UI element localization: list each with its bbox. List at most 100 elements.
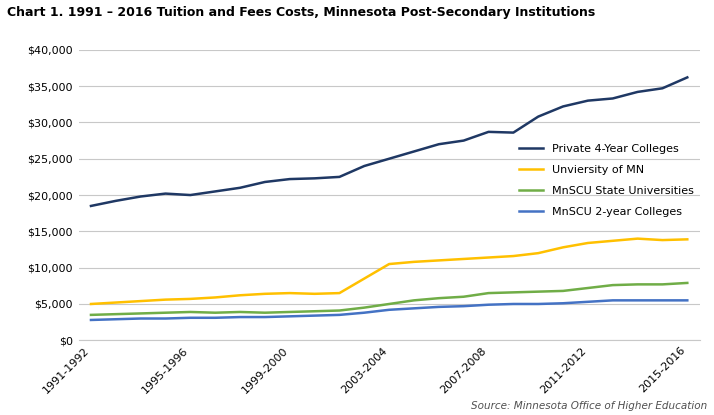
MnSCU State Universities [484, 290, 493, 295]
MnSCU 2-year Colleges [633, 298, 642, 303]
MnSCU 2-year Colleges [136, 316, 145, 321]
MnSCU State Universities [534, 289, 543, 294]
Private 4-Year Colleges [211, 189, 219, 194]
Private 4-Year Colleges [509, 130, 518, 135]
Private 4-Year Colleges [136, 194, 145, 199]
Private 4-Year Colleges [608, 96, 617, 101]
Unviersity of MN [211, 295, 219, 300]
MnSCU 2-year Colleges [385, 307, 393, 312]
Legend: Private 4-Year Colleges, Unviersity of MN, MnSCU State Universities, MnSCU 2-yea: Private 4-Year Colleges, Unviersity of M… [519, 144, 694, 217]
MnSCU State Universities [385, 301, 393, 306]
Unviersity of MN [360, 276, 368, 281]
Private 4-Year Colleges [311, 176, 319, 181]
MnSCU 2-year Colleges [608, 298, 617, 303]
Unviersity of MN [658, 237, 667, 242]
Private 4-Year Colleges [459, 138, 468, 143]
Private 4-Year Colleges [360, 164, 368, 168]
MnSCU State Universities [608, 283, 617, 288]
Text: Source: Minnesota Office of Higher Education: Source: Minnesota Office of Higher Educa… [471, 401, 707, 411]
Unviersity of MN [534, 251, 543, 256]
MnSCU 2-year Colleges [559, 301, 568, 306]
Unviersity of MN [435, 258, 443, 263]
Unviersity of MN [484, 255, 493, 260]
Private 4-Year Colleges [111, 198, 120, 203]
Unviersity of MN [186, 296, 195, 301]
MnSCU State Universities [459, 294, 468, 299]
Private 4-Year Colleges [633, 89, 642, 94]
Private 4-Year Colleges [484, 129, 493, 134]
Unviersity of MN [286, 290, 294, 295]
MnSCU 2-year Colleges [261, 315, 269, 320]
MnSCU State Universities [410, 298, 418, 303]
MnSCU 2-year Colleges [211, 315, 219, 320]
MnSCU State Universities [111, 312, 120, 317]
MnSCU 2-year Colleges [335, 312, 343, 317]
MnSCU 2-year Colleges [435, 304, 443, 309]
Private 4-Year Colleges [410, 149, 418, 154]
MnSCU State Universities [236, 310, 244, 315]
MnSCU State Universities [286, 310, 294, 315]
MnSCU State Universities [509, 290, 518, 295]
MnSCU 2-year Colleges [410, 306, 418, 311]
Unviersity of MN [86, 301, 95, 306]
Private 4-Year Colleges [161, 191, 170, 196]
MnSCU State Universities [583, 286, 592, 290]
Private 4-Year Colleges [385, 156, 393, 161]
Private 4-Year Colleges [559, 104, 568, 109]
MnSCU 2-year Colleges [360, 310, 368, 315]
MnSCU 2-year Colleges [161, 316, 170, 321]
MnSCU 2-year Colleges [459, 304, 468, 309]
Unviersity of MN [459, 256, 468, 261]
Unviersity of MN [136, 298, 145, 303]
MnSCU State Universities [683, 281, 692, 286]
Unviersity of MN [335, 290, 343, 295]
MnSCU 2-year Colleges [658, 298, 667, 303]
Unviersity of MN [111, 300, 120, 305]
Unviersity of MN [559, 245, 568, 250]
MnSCU 2-year Colleges [311, 313, 319, 318]
MnSCU State Universities [311, 309, 319, 314]
Unviersity of MN [311, 291, 319, 296]
MnSCU 2-year Colleges [534, 301, 543, 306]
MnSCU 2-year Colleges [186, 315, 195, 320]
MnSCU State Universities [261, 310, 269, 315]
Private 4-Year Colleges [435, 142, 443, 147]
Private 4-Year Colleges [261, 179, 269, 184]
Unviersity of MN [236, 293, 244, 298]
MnSCU State Universities [559, 288, 568, 293]
Unviersity of MN [633, 236, 642, 241]
Unviersity of MN [509, 254, 518, 259]
Unviersity of MN [161, 297, 170, 302]
MnSCU State Universities [161, 310, 170, 315]
Line: Private 4-Year Colleges: Private 4-Year Colleges [91, 77, 688, 206]
MnSCU State Universities [335, 308, 343, 313]
Unviersity of MN [261, 291, 269, 296]
Private 4-Year Colleges [286, 176, 294, 181]
Private 4-Year Colleges [583, 98, 592, 103]
MnSCU State Universities [658, 282, 667, 287]
MnSCU 2-year Colleges [236, 315, 244, 320]
Private 4-Year Colleges [236, 185, 244, 190]
MnSCU State Universities [633, 282, 642, 287]
MnSCU 2-year Colleges [509, 301, 518, 306]
MnSCU 2-year Colleges [583, 299, 592, 304]
Private 4-Year Colleges [186, 193, 195, 198]
Unviersity of MN [385, 261, 393, 266]
Private 4-Year Colleges [335, 174, 343, 179]
Text: Chart 1. 1991 – 2016 Tuition and Fees Costs, Minnesota Post-Secondary Institutio: Chart 1. 1991 – 2016 Tuition and Fees Co… [7, 6, 595, 19]
MnSCU 2-year Colleges [683, 298, 692, 303]
MnSCU 2-year Colleges [86, 317, 95, 322]
MnSCU State Universities [186, 310, 195, 315]
Private 4-Year Colleges [534, 114, 543, 119]
MnSCU State Universities [435, 295, 443, 300]
Unviersity of MN [583, 240, 592, 245]
MnSCU State Universities [211, 310, 219, 315]
Unviersity of MN [683, 237, 692, 242]
MnSCU State Universities [360, 305, 368, 310]
MnSCU 2-year Colleges [484, 302, 493, 307]
Private 4-Year Colleges [658, 86, 667, 91]
MnSCU State Universities [136, 311, 145, 316]
Private 4-Year Colleges [683, 75, 692, 80]
Unviersity of MN [608, 238, 617, 243]
Unviersity of MN [410, 259, 418, 264]
